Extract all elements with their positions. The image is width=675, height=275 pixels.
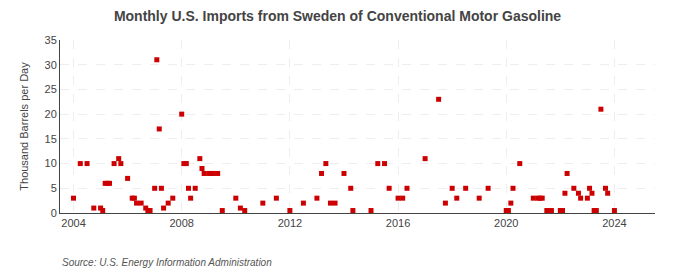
svg-text:35: 35	[45, 34, 57, 46]
svg-text:2016: 2016	[386, 217, 410, 229]
svg-text:2004: 2004	[61, 217, 85, 229]
svg-text:20: 20	[45, 108, 57, 120]
svg-text:2024: 2024	[602, 217, 626, 229]
svg-text:15: 15	[45, 133, 57, 145]
svg-text:Source: U.S. Energy Informatio: Source: U.S. Energy Information Administ…	[62, 257, 272, 268]
svg-text:Monthly U.S. Imports from Swed: Monthly U.S. Imports from Sweden of Conv…	[114, 8, 561, 24]
svg-text:2020: 2020	[494, 217, 518, 229]
svg-text:10: 10	[45, 157, 57, 169]
svg-text:25: 25	[45, 83, 57, 95]
svg-text:30: 30	[45, 59, 57, 71]
svg-text:0: 0	[51, 207, 57, 219]
svg-text:2012: 2012	[278, 217, 302, 229]
svg-text:Thousand Barrels per Day: Thousand Barrels per Day	[18, 62, 30, 191]
svg-text:2008: 2008	[169, 217, 193, 229]
svg-text:5: 5	[51, 182, 57, 194]
